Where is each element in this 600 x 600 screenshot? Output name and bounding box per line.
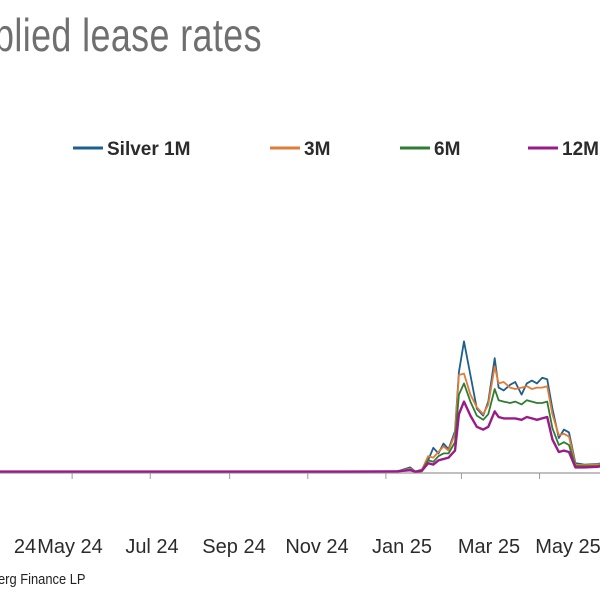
x-tick-label: Nov 24: [285, 536, 348, 558]
x-tick-label: Mar 25: [458, 536, 520, 558]
x-tick-label: May 25: [535, 536, 600, 558]
legend-label: 12M: [562, 139, 599, 160]
x-tick-label: May 24: [37, 536, 103, 558]
chart-title: plied lease rates: [0, 9, 262, 61]
series-line-6m: [0, 382, 600, 473]
series-line-silver-1m: [0, 340, 600, 473]
x-tick-label: Jan 25: [372, 536, 432, 558]
legend-label: Silver 1M: [107, 139, 190, 160]
series-line-12m: [0, 400, 600, 473]
x-tick-label: Sep 24: [202, 536, 265, 558]
source-note: erg Finance LP: [0, 571, 86, 588]
x-tick-label: Jul 24: [125, 536, 178, 558]
legend-label: 6M: [434, 139, 460, 160]
x-tick-label: 24: [14, 536, 36, 558]
legend-label: 3M: [304, 139, 330, 160]
